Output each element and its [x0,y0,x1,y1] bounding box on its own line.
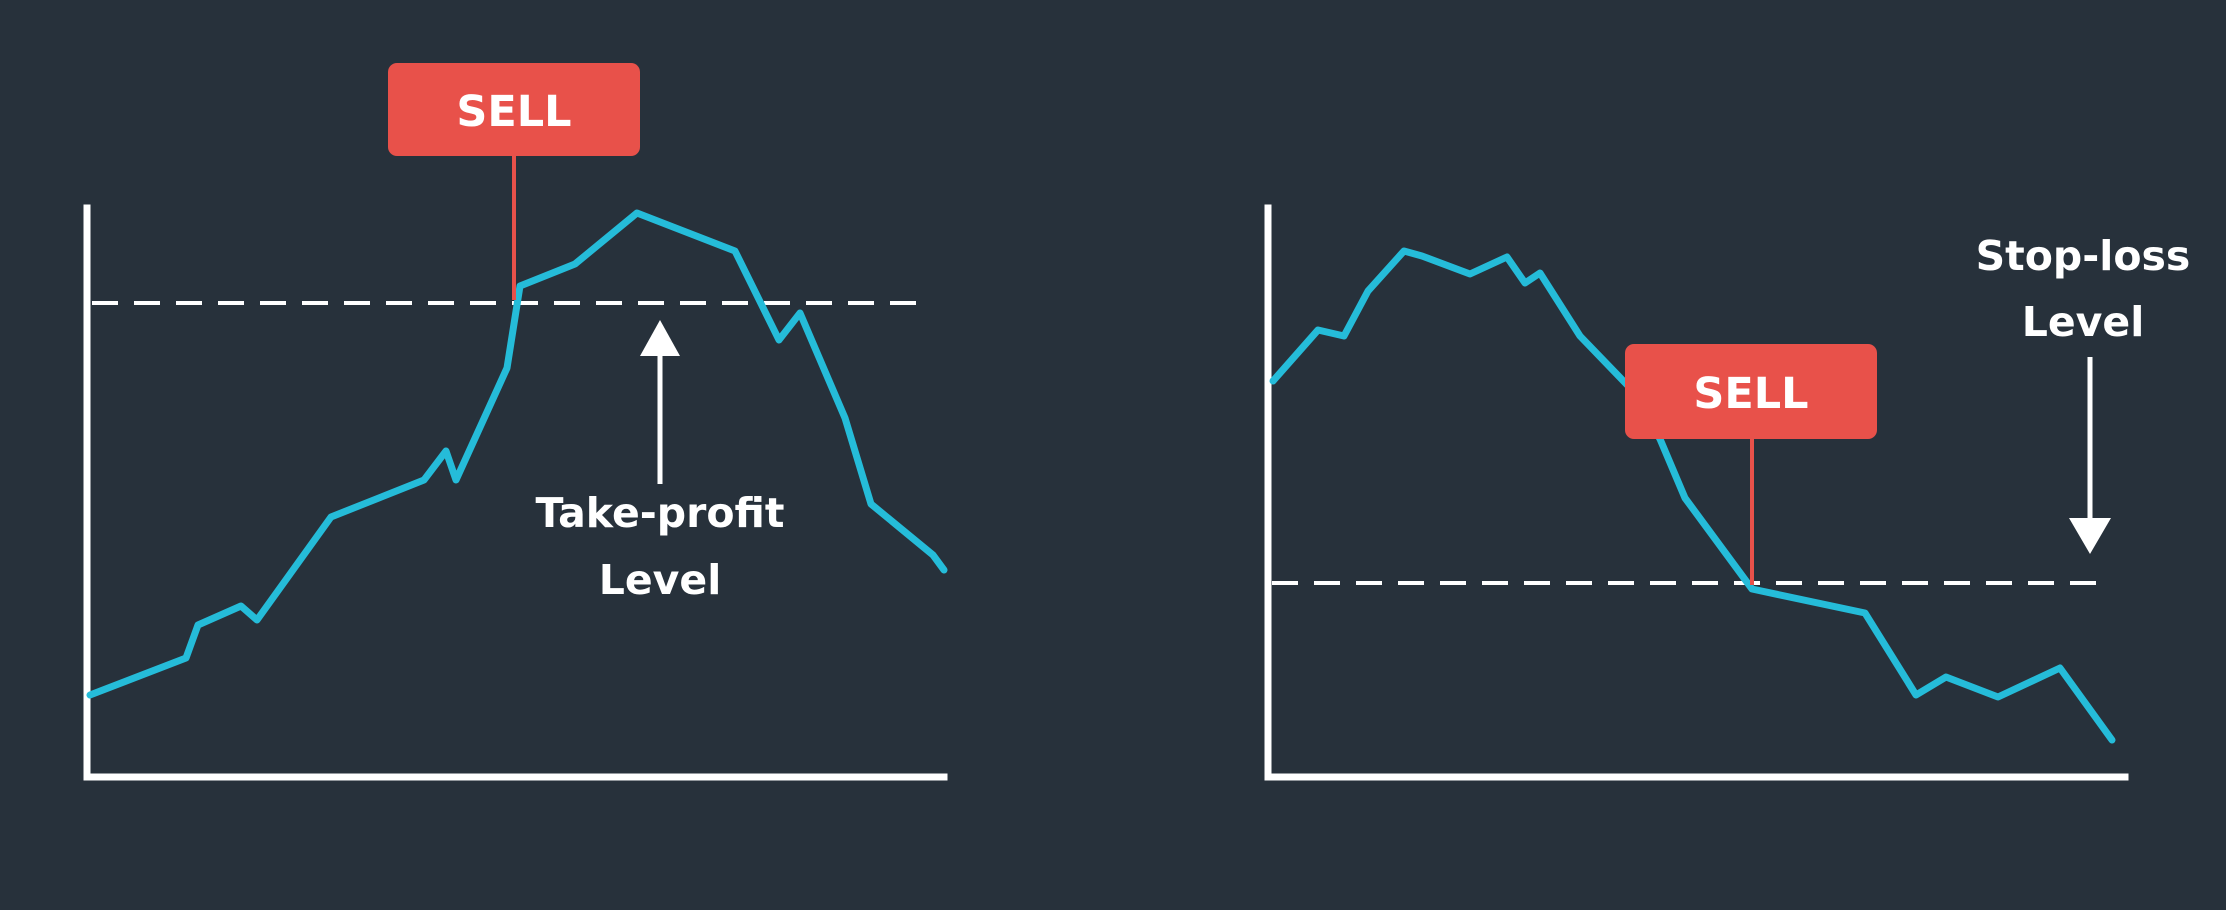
stop-loss-down-arrow-icon [2069,357,2111,554]
take-profit-up-arrow-icon [640,320,680,484]
right-sell-badge: SELL [1625,344,1877,439]
right-axes [1264,204,2129,781]
left-sell-label: SELL [456,87,571,137]
stop-loss-label-line1: Stop-loss [1976,232,2191,280]
right-sell-label: SELL [1693,369,1808,419]
stop-loss-label-line2: Level [2022,298,2145,346]
left-price-line [86,209,948,699]
take-profit-label-line1: Take-profit [535,489,784,537]
right-price-line [1269,247,2116,744]
left-sell-badge: SELL [388,63,640,156]
left-axes [83,204,948,781]
stop-loss-panel: SELL Stop-loss Level [1264,204,2191,781]
take-profit-label-line2: Level [599,556,722,604]
take-profit-panel: SELL Take-profit Level [83,63,948,781]
